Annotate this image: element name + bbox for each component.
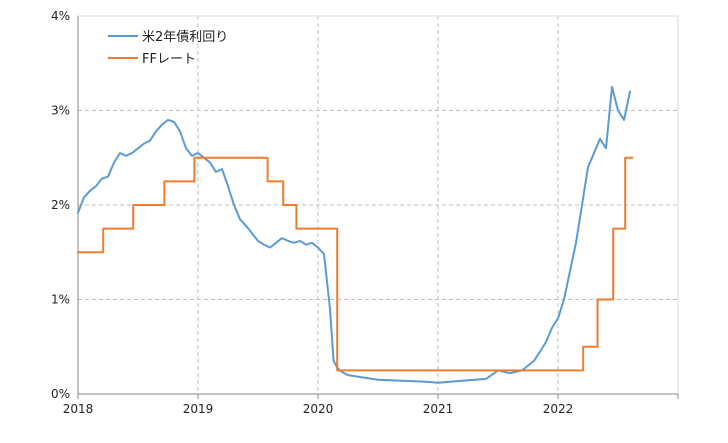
x-tick-label: 2021 xyxy=(423,402,454,416)
plot-frame xyxy=(77,15,679,395)
legend-label: 米2年債利回り xyxy=(142,30,228,45)
gridlines xyxy=(78,15,678,394)
series-line-2 xyxy=(77,156,634,372)
x-tick-label: 2020 xyxy=(303,402,334,416)
tick-labels: 0% 1% 2% 3% 4% 2018 2019 2020 2021 2022 xyxy=(51,9,573,416)
y-tick-label: 2% xyxy=(51,198,70,212)
axes xyxy=(77,16,679,399)
y-tick-label: 1% xyxy=(51,293,70,307)
series-lines xyxy=(77,85,634,384)
legend: 米2年債利回り FFレート xyxy=(108,30,228,67)
x-tick-label: 2018 xyxy=(63,402,94,416)
y-tick-label: 3% xyxy=(51,104,70,118)
x-tick-label: 2019 xyxy=(183,402,214,416)
series-line-1 xyxy=(77,85,631,384)
x-tick-label: 2022 xyxy=(543,402,574,416)
y-tick-label: 4% xyxy=(51,9,70,23)
y-tick-label: 0% xyxy=(51,387,70,401)
legend-label: FFレート xyxy=(142,52,196,67)
